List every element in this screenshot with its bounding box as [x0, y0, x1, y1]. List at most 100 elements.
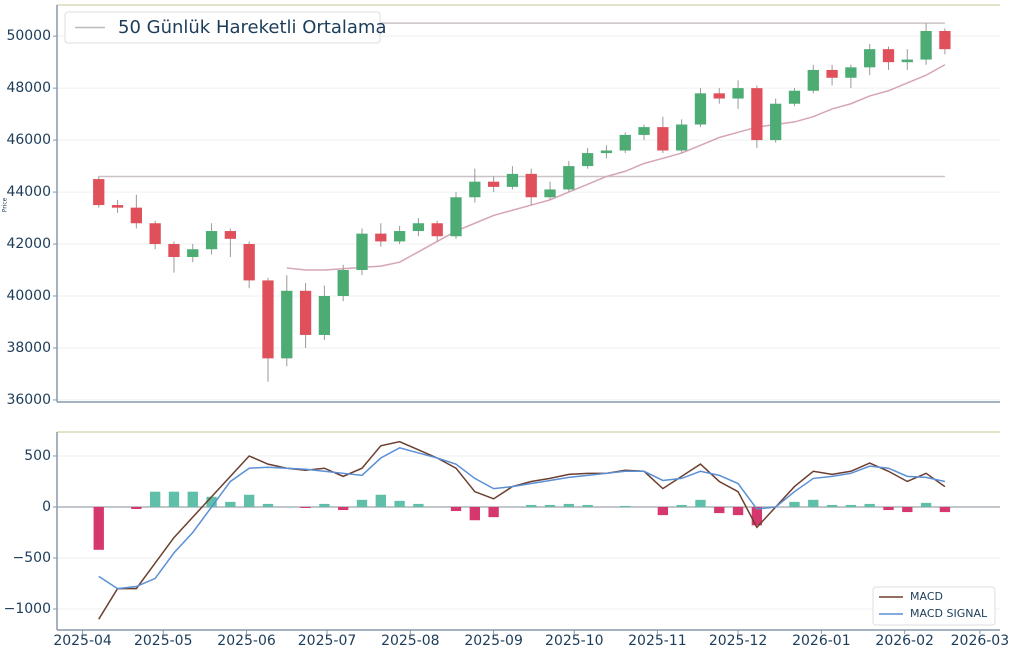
histogram-bar	[902, 506, 913, 513]
candle-body	[676, 124, 688, 151]
histogram-bar	[413, 503, 424, 507]
candle-body	[807, 69, 819, 91]
histogram-bar	[187, 491, 198, 507]
x-tick-label: 2025-07	[298, 633, 357, 649]
macd-line	[98, 440, 946, 620]
y-tick-label: −1000	[4, 601, 51, 617]
y-tick-label: 500	[24, 448, 51, 464]
candle-body	[469, 181, 481, 198]
candle-body	[168, 244, 180, 258]
histogram-bar	[394, 500, 405, 507]
x-tick-label: 2025-10	[545, 633, 604, 649]
histogram-bar	[714, 506, 725, 514]
candle-body	[563, 166, 575, 190]
legend-label: MACD SIGNAL	[910, 607, 988, 620]
candle-body	[262, 280, 274, 359]
candle-body	[356, 233, 368, 271]
x-tick-label: 2025-12	[709, 633, 768, 649]
candle-body	[337, 270, 349, 296]
macd-line	[98, 447, 946, 590]
histogram-bar	[262, 503, 274, 507]
moving-average-line	[286, 64, 946, 271]
x-tick-label: 2025-11	[628, 633, 687, 649]
y-tick-label: 50000	[6, 28, 51, 44]
candle-body	[581, 153, 594, 167]
histogram-bar	[732, 506, 744, 516]
histogram-bar	[168, 491, 180, 507]
histogram-bar	[676, 504, 687, 507]
histogram-bar	[319, 503, 330, 507]
y-tick-label: 36000	[6, 392, 51, 408]
candle-body	[224, 231, 237, 239]
legend-label: MACD	[910, 590, 943, 603]
histogram-bar	[883, 506, 894, 511]
candle-body	[111, 205, 124, 208]
y-tick-label: 40000	[6, 288, 51, 304]
histogram-bar	[789, 501, 800, 507]
histogram-bar	[375, 494, 386, 507]
candle-body	[393, 231, 406, 242]
candle-body	[375, 233, 387, 242]
candle-body	[751, 88, 763, 141]
x-tick-label: 2026-02	[875, 633, 934, 649]
candle-body	[657, 127, 669, 151]
candle-body	[93, 179, 105, 206]
x-tick-label: 2025-09	[464, 633, 523, 649]
histogram-bar	[93, 506, 104, 550]
candle-body	[638, 127, 650, 135]
x-tick-label: 2025-05	[134, 633, 193, 649]
histogram-bar	[338, 506, 349, 511]
candle-body	[487, 181, 500, 187]
x-tick-label: 2026-03	[951, 633, 1010, 649]
y-tick-label: 0	[42, 499, 51, 515]
candle-body	[205, 231, 218, 250]
x-tick-label: 2025-04	[53, 633, 112, 649]
legend-box	[64, 11, 381, 44]
histogram-bar	[582, 504, 593, 507]
candle-body	[864, 49, 876, 68]
y-tick-label: 42000	[6, 236, 51, 252]
histogram-bar	[920, 502, 932, 507]
candle-body	[412, 223, 425, 232]
candle-body	[600, 150, 613, 154]
histogram-bar	[544, 504, 556, 507]
candle-body	[187, 249, 199, 258]
candle-body	[544, 189, 556, 198]
candle-body	[318, 295, 331, 335]
candle-body	[694, 93, 707, 125]
histogram-bar	[225, 501, 236, 507]
y-tick-label: 38000	[6, 340, 51, 356]
y-tick-label: 46000	[6, 132, 51, 148]
candle-body	[939, 30, 951, 50]
histogram-bar	[845, 504, 857, 507]
histogram-bar	[620, 505, 631, 507]
candle-body	[788, 90, 801, 104]
candle-body	[525, 173, 537, 198]
histogram-bar	[751, 506, 763, 526]
histogram-bar	[864, 503, 875, 507]
legend-box	[872, 586, 996, 626]
candle-body	[243, 244, 255, 281]
histogram-bar	[244, 494, 255, 507]
x-tick-label: 2026-01	[792, 633, 851, 649]
x-tick-label: 2025-06	[217, 633, 276, 649]
candle-body	[130, 207, 142, 224]
histogram-bar	[450, 506, 462, 512]
histogram-bar	[206, 496, 217, 507]
histogram-bar	[131, 506, 142, 510]
candle-body	[299, 290, 312, 335]
histogram-bar	[695, 499, 706, 507]
candle-body	[920, 30, 932, 60]
histogram-bar	[300, 506, 311, 508]
candle-body	[845, 67, 857, 78]
histogram-bar	[149, 491, 161, 507]
candle-body	[149, 223, 161, 245]
histogram-bar	[826, 504, 838, 507]
candle-body	[713, 93, 725, 99]
histogram-bar	[939, 506, 951, 513]
histogram-bar	[526, 504, 537, 507]
y-tick-label: −500	[13, 550, 51, 566]
legend-label: 50 Günlük Hareketli Ortalama	[118, 17, 386, 38]
